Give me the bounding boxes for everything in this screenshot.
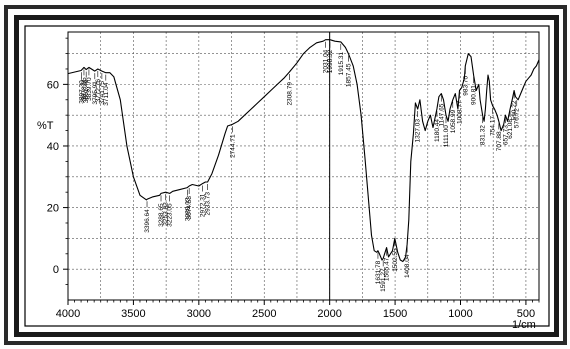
peak-label: 3711.04 bbox=[103, 82, 110, 105]
peak-label: 657.73 bbox=[502, 125, 509, 145]
spectrum-line bbox=[67, 39, 540, 263]
x-tick-label: 1000 bbox=[448, 308, 472, 320]
peak-label: 1058.99 bbox=[450, 109, 457, 133]
plot-border bbox=[24, 25, 550, 327]
peak-label: 3878.65 bbox=[81, 77, 88, 101]
peak-label: 1998.32 bbox=[327, 49, 334, 73]
peak-label: 1565.47 bbox=[384, 257, 391, 281]
grid bbox=[68, 32, 539, 300]
inner-frame bbox=[19, 20, 554, 332]
peak-label: 2308.79 bbox=[286, 82, 293, 106]
peak-label: 2933.73 bbox=[205, 192, 212, 216]
peak-label: 1147.65 bbox=[438, 103, 445, 126]
peak-label: 3741.75 bbox=[99, 81, 106, 105]
peak-label: 1327.03 bbox=[415, 119, 422, 143]
series-layer bbox=[67, 39, 540, 263]
x-tick-label: 3000 bbox=[187, 308, 211, 320]
peak-label: 831.32 bbox=[480, 125, 487, 145]
y-tick-label: 20 bbox=[47, 203, 59, 215]
peak-label: 3861.49 bbox=[83, 79, 90, 103]
peak-label: 1008.77 bbox=[456, 100, 463, 124]
peak-label: 3897.30 bbox=[78, 80, 85, 104]
peak-label: 3795.91 bbox=[92, 81, 99, 105]
y-tick-label: 60 bbox=[47, 79, 59, 91]
peak-labels: 3897.303878.653861.493839.703795.913772.… bbox=[78, 41, 521, 292]
peak-label: 754.17 bbox=[490, 116, 497, 136]
peak-label: 3839.70 bbox=[86, 77, 93, 101]
peak-label: 576.72 bbox=[514, 108, 521, 128]
peak-label: 2031.04 bbox=[323, 49, 330, 73]
x-axis-unit: 1/cm bbox=[512, 319, 536, 331]
peak-label: 3288.65 bbox=[158, 203, 165, 227]
peak-label: 2972.31 bbox=[199, 193, 206, 217]
peak-label: 1502.55 bbox=[392, 248, 399, 272]
x-tick-label: 4000 bbox=[56, 308, 80, 320]
peak-label: 3088.03 bbox=[184, 197, 191, 221]
peak-label: 983.70 bbox=[462, 76, 469, 96]
peak-label: 621.08 bbox=[507, 119, 514, 139]
peak-label: 1180.44 bbox=[434, 119, 441, 142]
axes bbox=[63, 31, 540, 305]
y-tick-label: 40 bbox=[47, 141, 59, 153]
peak-label: 2744.71 bbox=[229, 134, 236, 158]
x-tick-label: 500 bbox=[517, 308, 535, 320]
y-tick-label: 0 bbox=[53, 264, 59, 276]
peak-label: 3074.53 bbox=[186, 196, 193, 220]
peak-label: 3772.76 bbox=[95, 79, 102, 103]
x-tick-label: 3500 bbox=[121, 308, 145, 320]
y-axis-label: %T bbox=[37, 120, 54, 132]
x-tick-label: 1500 bbox=[383, 308, 407, 320]
peak-label: 1857.45 bbox=[345, 63, 352, 87]
peak-label: 900.81 bbox=[471, 85, 478, 105]
tick-labels: 4000 3500 3000 2500 2000 1500 1000 500 0 20 40 60 bbox=[47, 79, 535, 320]
peak-label: 1915.31 bbox=[338, 51, 345, 75]
peak-label: 1111.00 bbox=[443, 125, 450, 147]
peak-label: 1631.78 bbox=[375, 260, 382, 284]
peak-label: 707.88 bbox=[496, 131, 503, 151]
peak-label: 1408.04 bbox=[404, 254, 411, 278]
peak-label: 3396.64 bbox=[144, 209, 151, 233]
peak-label: 1591.27 bbox=[380, 268, 387, 292]
peak-label: 3223.05 bbox=[167, 203, 174, 227]
peak-label: 590.22 bbox=[511, 100, 518, 120]
x-tick-label: 2500 bbox=[252, 308, 276, 320]
peak-label: 3253.93 bbox=[163, 202, 170, 226]
x-tick-label: 2000 bbox=[317, 308, 341, 320]
